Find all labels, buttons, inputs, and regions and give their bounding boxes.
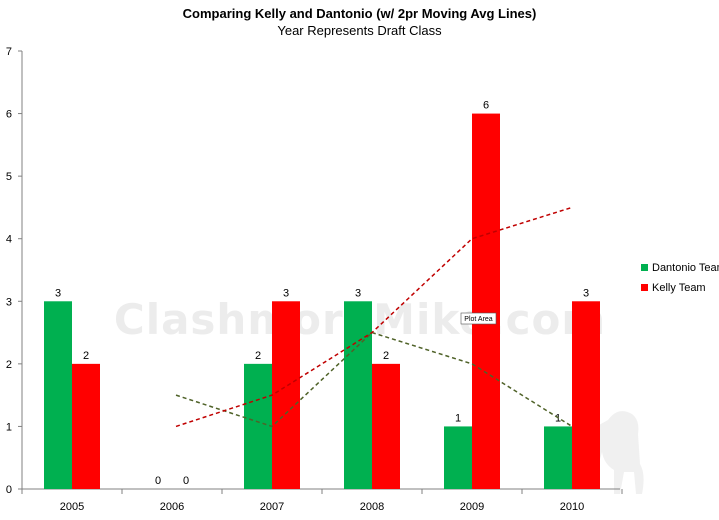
data-label: 2 (83, 350, 89, 362)
chart-title: Comparing Kelly and Dantonio (w/ 2pr Mov… (182, 6, 537, 21)
bar-dantonio-team-2008[interactable] (344, 301, 372, 489)
data-label: 3 (583, 287, 589, 299)
chart-subtitle: Year Represents Draft Class (277, 23, 442, 38)
bar-kelly-team-2008[interactable] (372, 363, 400, 489)
moving-average-line-kelly-team (175, 206, 573, 428)
y-tick-label: 7 (6, 46, 12, 58)
bar-kelly-team-2010[interactable] (572, 301, 600, 489)
dog-watermark-icon (588, 411, 644, 494)
y-tick-label: 0 (6, 484, 12, 496)
legend-swatch-dantonio-team (641, 264, 648, 271)
y-tick-label: 6 (6, 109, 12, 121)
data-label: 3 (283, 287, 289, 299)
data-label: 1 (455, 412, 461, 424)
plot-area-tooltip (460, 312, 497, 325)
bar-dantonio-team-2007[interactable] (244, 363, 272, 489)
legend-label-dantonio-team: Dantonio Team (652, 262, 719, 274)
plot-area-tooltip-text: Plot Area (464, 316, 493, 323)
y-tick-label: 1 (6, 421, 12, 433)
x-tick-label: 2007 (260, 501, 284, 513)
x-tick-label: 2010 (560, 501, 584, 513)
legend-label-kelly-team: Kelly Team (652, 282, 706, 294)
data-label: 6 (483, 100, 489, 112)
data-label: 3 (355, 287, 361, 299)
y-tick-label: 3 (6, 296, 12, 308)
bar-dantonio-team-2010[interactable] (544, 426, 572, 489)
data-label: 2 (255, 350, 261, 362)
x-tick-label: 2006 (160, 501, 184, 513)
bar-kelly-team-2009[interactable] (472, 113, 500, 490)
y-tick-label: 5 (6, 171, 12, 183)
legend-swatch-kelly-team (641, 284, 648, 291)
bar-kelly-team-2007[interactable] (272, 301, 300, 489)
x-tick-label: 2008 (360, 501, 384, 513)
data-label: 0 (183, 475, 189, 487)
bar-dantonio-team-2009[interactable] (444, 426, 472, 489)
bar-kelly-team-2005[interactable] (72, 363, 100, 489)
x-tick-label: 2005 (60, 501, 84, 513)
y-tick-label: 2 (6, 359, 12, 371)
y-tick-label: 4 (6, 234, 12, 246)
x-tick-label: 2009 (460, 501, 484, 513)
data-label: 0 (155, 475, 161, 487)
data-label: 2 (383, 350, 389, 362)
data-label: 3 (55, 287, 61, 299)
bar-dantonio-team-2005[interactable] (44, 301, 72, 489)
